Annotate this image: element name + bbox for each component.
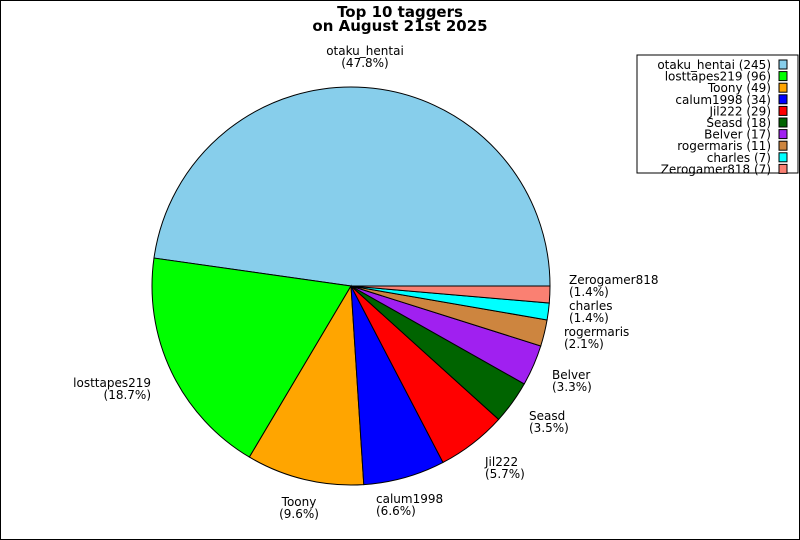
- legend-swatch: [778, 59, 788, 70]
- legend-swatch: [778, 71, 788, 82]
- legend-entry: Jil222 (29): [708, 104, 771, 118]
- pie-slice-Zerogamer818: [350, 285, 551, 304]
- legend-swatch: [778, 163, 788, 174]
- slice-percent: (3.3%): [552, 380, 592, 394]
- slice-label: otaku_hentai: [326, 44, 404, 58]
- legend-box: [636, 54, 799, 174]
- slice-percent: (9.6%): [279, 507, 319, 521]
- slice-percent: (18.7%): [104, 388, 151, 402]
- slice-percent: (47.8%): [341, 56, 388, 70]
- legend-swatch: [778, 152, 788, 163]
- slice-label: Jil222: [484, 455, 518, 469]
- pie-slice-otaku_hentai: [153, 86, 551, 287]
- slice-label: Belver: [552, 368, 590, 382]
- pie-slice-Toony: [248, 284, 365, 486]
- legend-entry: Toony (49): [707, 81, 771, 95]
- chart-title-line1: Top 10 taggers: [337, 3, 463, 21]
- pie-slice-losttapes219: [151, 257, 352, 458]
- legend-swatch: [778, 140, 788, 151]
- slice-label: Toony: [281, 495, 317, 509]
- legend-swatch: [778, 82, 788, 93]
- slice-percent: (1.4%): [569, 285, 609, 299]
- legend-swatch: [778, 129, 788, 140]
- legend-swatch: [778, 105, 788, 116]
- legend-entry: Zerogamer818 (7): [661, 162, 771, 176]
- legend-entry: Belver (17): [704, 128, 771, 142]
- slice-percent: (5.7%): [485, 467, 525, 481]
- legend-entry: calum1998 (34): [675, 93, 771, 107]
- legend-entry: losttapes219 (96): [665, 70, 771, 84]
- legend-entry: charles (7): [707, 151, 771, 165]
- slice-label: losttapes219: [73, 376, 151, 390]
- slice-percent: (1.4%): [569, 311, 609, 325]
- legend-entry: otaku_hentai (245): [657, 58, 771, 72]
- slice-label: Seasd: [529, 409, 565, 423]
- chart-title-line2: on August 21st 2025: [312, 17, 487, 35]
- legend-entry: rogermaris (11): [677, 139, 771, 153]
- slice-label: rogermaris: [564, 325, 629, 339]
- slice-percent: (6.6%): [376, 504, 416, 518]
- legend-entry: Seasd (18): [706, 116, 771, 130]
- slice-label: Zerogamer818: [569, 273, 659, 287]
- slice-percent: (2.1%): [564, 337, 604, 351]
- legend-swatch: [778, 117, 788, 128]
- slice-label: calum1998: [376, 492, 443, 506]
- legend-swatch: [778, 94, 788, 105]
- slice-label: charles: [569, 299, 612, 313]
- slice-percent: (3.5%): [529, 421, 569, 435]
